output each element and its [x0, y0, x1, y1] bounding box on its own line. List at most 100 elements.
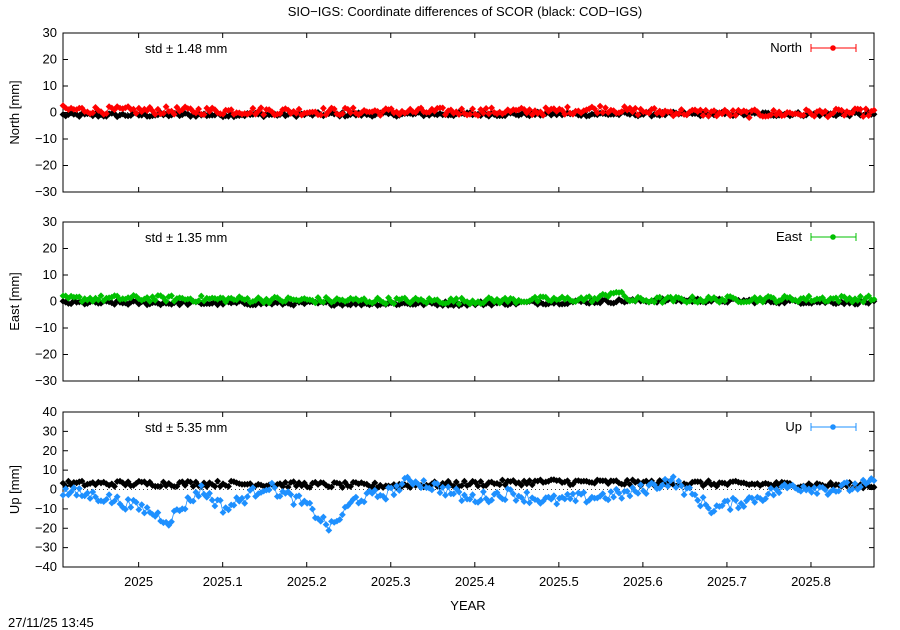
- data-point: [593, 109, 601, 117]
- data-point: [295, 492, 303, 500]
- data-point: [181, 505, 189, 513]
- y-axis-label: East [mm]: [7, 272, 22, 331]
- data-point: [249, 484, 257, 492]
- data-point: [618, 108, 626, 115]
- reference-series: [59, 476, 878, 492]
- y-tick-label: 20: [43, 443, 57, 458]
- data-point: [480, 109, 487, 117]
- data-point: [197, 292, 205, 300]
- data-point: [138, 501, 146, 508]
- y-tick-label: −20: [35, 520, 57, 535]
- data-point: [480, 488, 487, 496]
- data-point: [219, 509, 227, 516]
- data-point: [170, 110, 178, 118]
- y-tick-label: 10: [43, 462, 57, 477]
- data-point: [458, 497, 466, 505]
- data-point: [84, 489, 91, 497]
- data-point: [347, 109, 354, 117]
- data-point: [195, 492, 202, 500]
- y-tick-label: 10: [43, 267, 57, 282]
- data-point: [770, 491, 777, 499]
- y-tick-label: 0: [50, 105, 57, 120]
- data-point: [634, 111, 642, 119]
- data-point: [442, 491, 449, 499]
- legend-label: Up: [785, 419, 802, 434]
- data-point: [650, 105, 658, 112]
- data-point: [848, 485, 856, 493]
- y-tick-label: 30: [43, 423, 57, 438]
- data-point: [865, 292, 872, 300]
- y-tick-label: −40: [35, 559, 57, 574]
- data-point: [390, 491, 398, 499]
- data-point: [287, 491, 295, 498]
- data-point: [282, 479, 289, 486]
- data-point: [122, 505, 129, 513]
- data-point: [89, 488, 97, 496]
- data-point: [390, 300, 398, 307]
- data-point: [482, 105, 490, 112]
- data-point: [103, 496, 110, 503]
- data-point: [775, 489, 783, 497]
- y-tick-label: −10: [35, 131, 57, 146]
- x-tick-label: 2025.1: [203, 574, 243, 589]
- data-point: [227, 106, 235, 114]
- data-point: [225, 483, 232, 490]
- data-point: [469, 105, 476, 113]
- std-label: std ± 5.35 mm: [145, 420, 227, 435]
- y-tick-label: 30: [43, 25, 57, 40]
- std-label: std ± 1.48 mm: [145, 41, 227, 56]
- data-point: [225, 506, 232, 514]
- x-axis-label: YEAR: [450, 598, 485, 613]
- x-tick-label: 2025.6: [623, 574, 663, 589]
- data-point: [309, 505, 316, 513]
- data-point: [705, 112, 712, 120]
- data-point: [610, 493, 617, 501]
- data-point: [241, 499, 249, 507]
- legend-marker: [830, 45, 836, 51]
- data-point: [111, 483, 118, 490]
- data-point: [75, 293, 83, 301]
- data-point: [295, 105, 303, 113]
- data-point: [73, 491, 80, 499]
- data-point: [317, 517, 325, 525]
- data-point: [507, 486, 514, 494]
- data-point: [528, 111, 536, 119]
- data-point: [168, 518, 175, 526]
- data-point: [699, 112, 707, 119]
- data-point: [564, 103, 571, 111]
- x-tick-label: 2025.4: [455, 574, 495, 589]
- y-tick-label: −20: [35, 158, 57, 173]
- y-tick-label: 20: [43, 241, 57, 256]
- data-point: [257, 104, 265, 112]
- data-point: [306, 484, 314, 491]
- data-point: [371, 479, 379, 487]
- data-point: [596, 102, 604, 110]
- data-point: [756, 294, 764, 302]
- data-point: [62, 485, 70, 493]
- data-point: [105, 491, 113, 498]
- data-point: [311, 299, 319, 307]
- y-tick-label: 10: [43, 78, 57, 93]
- data-point: [745, 114, 753, 121]
- x-tick-label: 2025: [124, 574, 153, 589]
- y-tick-label: 40: [43, 404, 57, 419]
- data-point: [103, 110, 110, 117]
- data-point: [726, 506, 734, 514]
- data-point: [151, 296, 159, 304]
- data-point: [650, 298, 658, 306]
- data-point: [702, 106, 710, 114]
- y-tick-label: 20: [43, 52, 57, 67]
- data-point: [306, 499, 314, 507]
- data-point: [271, 484, 278, 491]
- data-point: [208, 496, 216, 504]
- y-tick-label: −30: [35, 184, 57, 199]
- data-point: [726, 112, 734, 119]
- plot-frame: [62, 411, 875, 568]
- data-point: [810, 484, 818, 492]
- data-point: [553, 500, 561, 508]
- panel-north: 30 20 10 0 −10 −20 −30 North [mm] std ± 1.48 mm N…: [7, 25, 878, 199]
- data-point: [325, 527, 333, 534]
- data-point: [661, 475, 669, 483]
- data-point: [669, 473, 677, 481]
- data-point: [200, 111, 208, 118]
